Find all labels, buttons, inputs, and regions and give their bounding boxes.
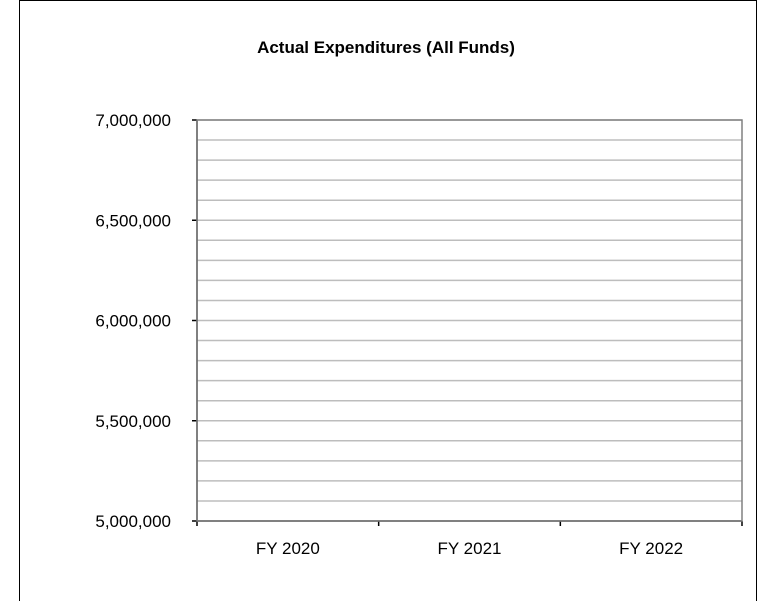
chart-title: Actual Expenditures (All Funds) <box>257 38 515 57</box>
x-tick-label: FY 2021 <box>438 539 502 558</box>
y-tick-label: 6,000,000 <box>95 312 171 331</box>
y-axis: 5,000,000 5,500,000 6,000,000 6,500,000 7,00… <box>95 111 198 531</box>
gridlines <box>197 119 742 502</box>
y-tick-label: 5,000,000 <box>95 512 171 531</box>
y-tick-label: 6,500,000 <box>95 211 171 230</box>
chart-frame <box>19 0 757 601</box>
y-tick-label: 5,500,000 <box>95 412 171 431</box>
x-tick-label: FY 2022 <box>619 539 683 558</box>
x-tick-label: FY 2020 <box>256 539 320 558</box>
plot-area <box>196 119 743 522</box>
x-axis: FY 2020 FY 2021 FY 2022 <box>196 520 743 558</box>
y-tick-label: 7,000,000 <box>95 111 171 130</box>
